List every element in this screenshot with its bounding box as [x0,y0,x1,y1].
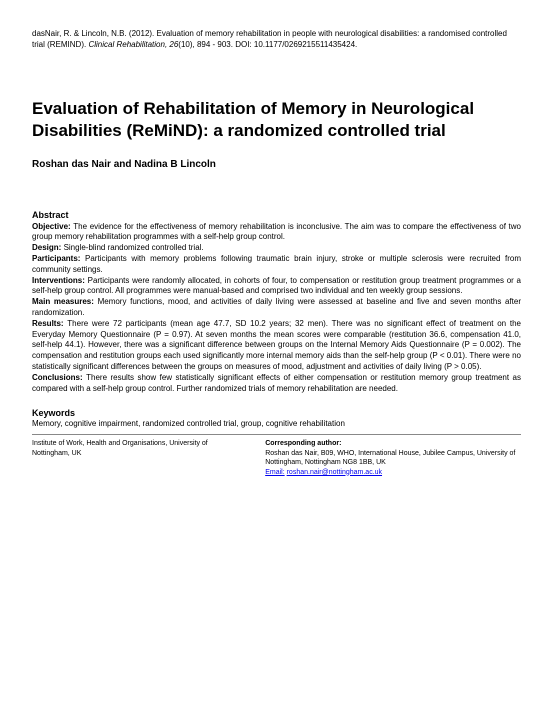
email-label: Email: [265,469,284,476]
abstract-text: The evidence for the effectiveness of me… [32,222,521,242]
citation-authors: dasNair, R. & Lincoln, N.B. (2012). [32,29,154,38]
keywords-heading: Keywords [32,408,521,418]
citation-journal: Clinical Rehabilitation, 26 [88,40,178,49]
abstract-label: Participants: [32,254,85,263]
abstract-label: Interventions: [32,276,88,285]
keywords-body: Memory, cognitive impairment, randomized… [32,419,521,428]
citation-doi: DOI: 10.1177/0269215511435424. [235,40,357,49]
abstract-text: Memory functions, mood, and activities o… [32,297,521,317]
abstract-label: Conclusions: [32,373,86,382]
abstract-text: Participants were randomly allocated, in… [32,276,521,296]
abstract-label: Main measures: [32,297,98,306]
abstract-label: Objective: [32,222,73,231]
paper-authors: Roshan das Nair and Nadina B Lincoln [32,159,521,170]
abstract-text: Participants with memory problems follow… [32,254,521,274]
corresponding-email-line: Email: roshan.nair@nottingham.ac.uk [265,468,521,477]
citation-issue: (10), 894 - 903. [178,40,233,49]
abstract-text: There results show few statistically sig… [32,373,521,393]
footer-corresponding: Corresponding author: Roshan das Nair, B… [265,439,521,477]
email-link[interactable]: roshan.nair@nottingham.ac.uk [287,469,382,476]
footer-affiliation: Institute of Work, Health and Organisati… [32,439,245,477]
paper-title: Evaluation of Rehabilitation of Memory i… [32,98,521,142]
abstract-text: There were 72 participants (mean age 47.… [32,319,521,371]
footer-divider [32,434,521,435]
corresponding-body: Roshan das Nair, B09, WHO, International… [265,449,521,468]
abstract-section: Abstract Objective: The evidence for the… [32,210,521,395]
citation-block: dasNair, R. & Lincoln, N.B. (2012). Eval… [32,28,521,50]
footer: Institute of Work, Health and Organisati… [32,439,521,477]
keywords-section: Keywords Memory, cognitive impairment, r… [32,408,521,428]
corresponding-heading: Corresponding author: [265,439,521,448]
abstract-label: Design: [32,243,64,252]
abstract-text: Single-blind randomized controlled trial… [64,243,204,252]
abstract-heading: Abstract [32,210,521,220]
abstract-label: Results: [32,319,67,328]
abstract-body: Objective: The evidence for the effectiv… [32,222,521,395]
